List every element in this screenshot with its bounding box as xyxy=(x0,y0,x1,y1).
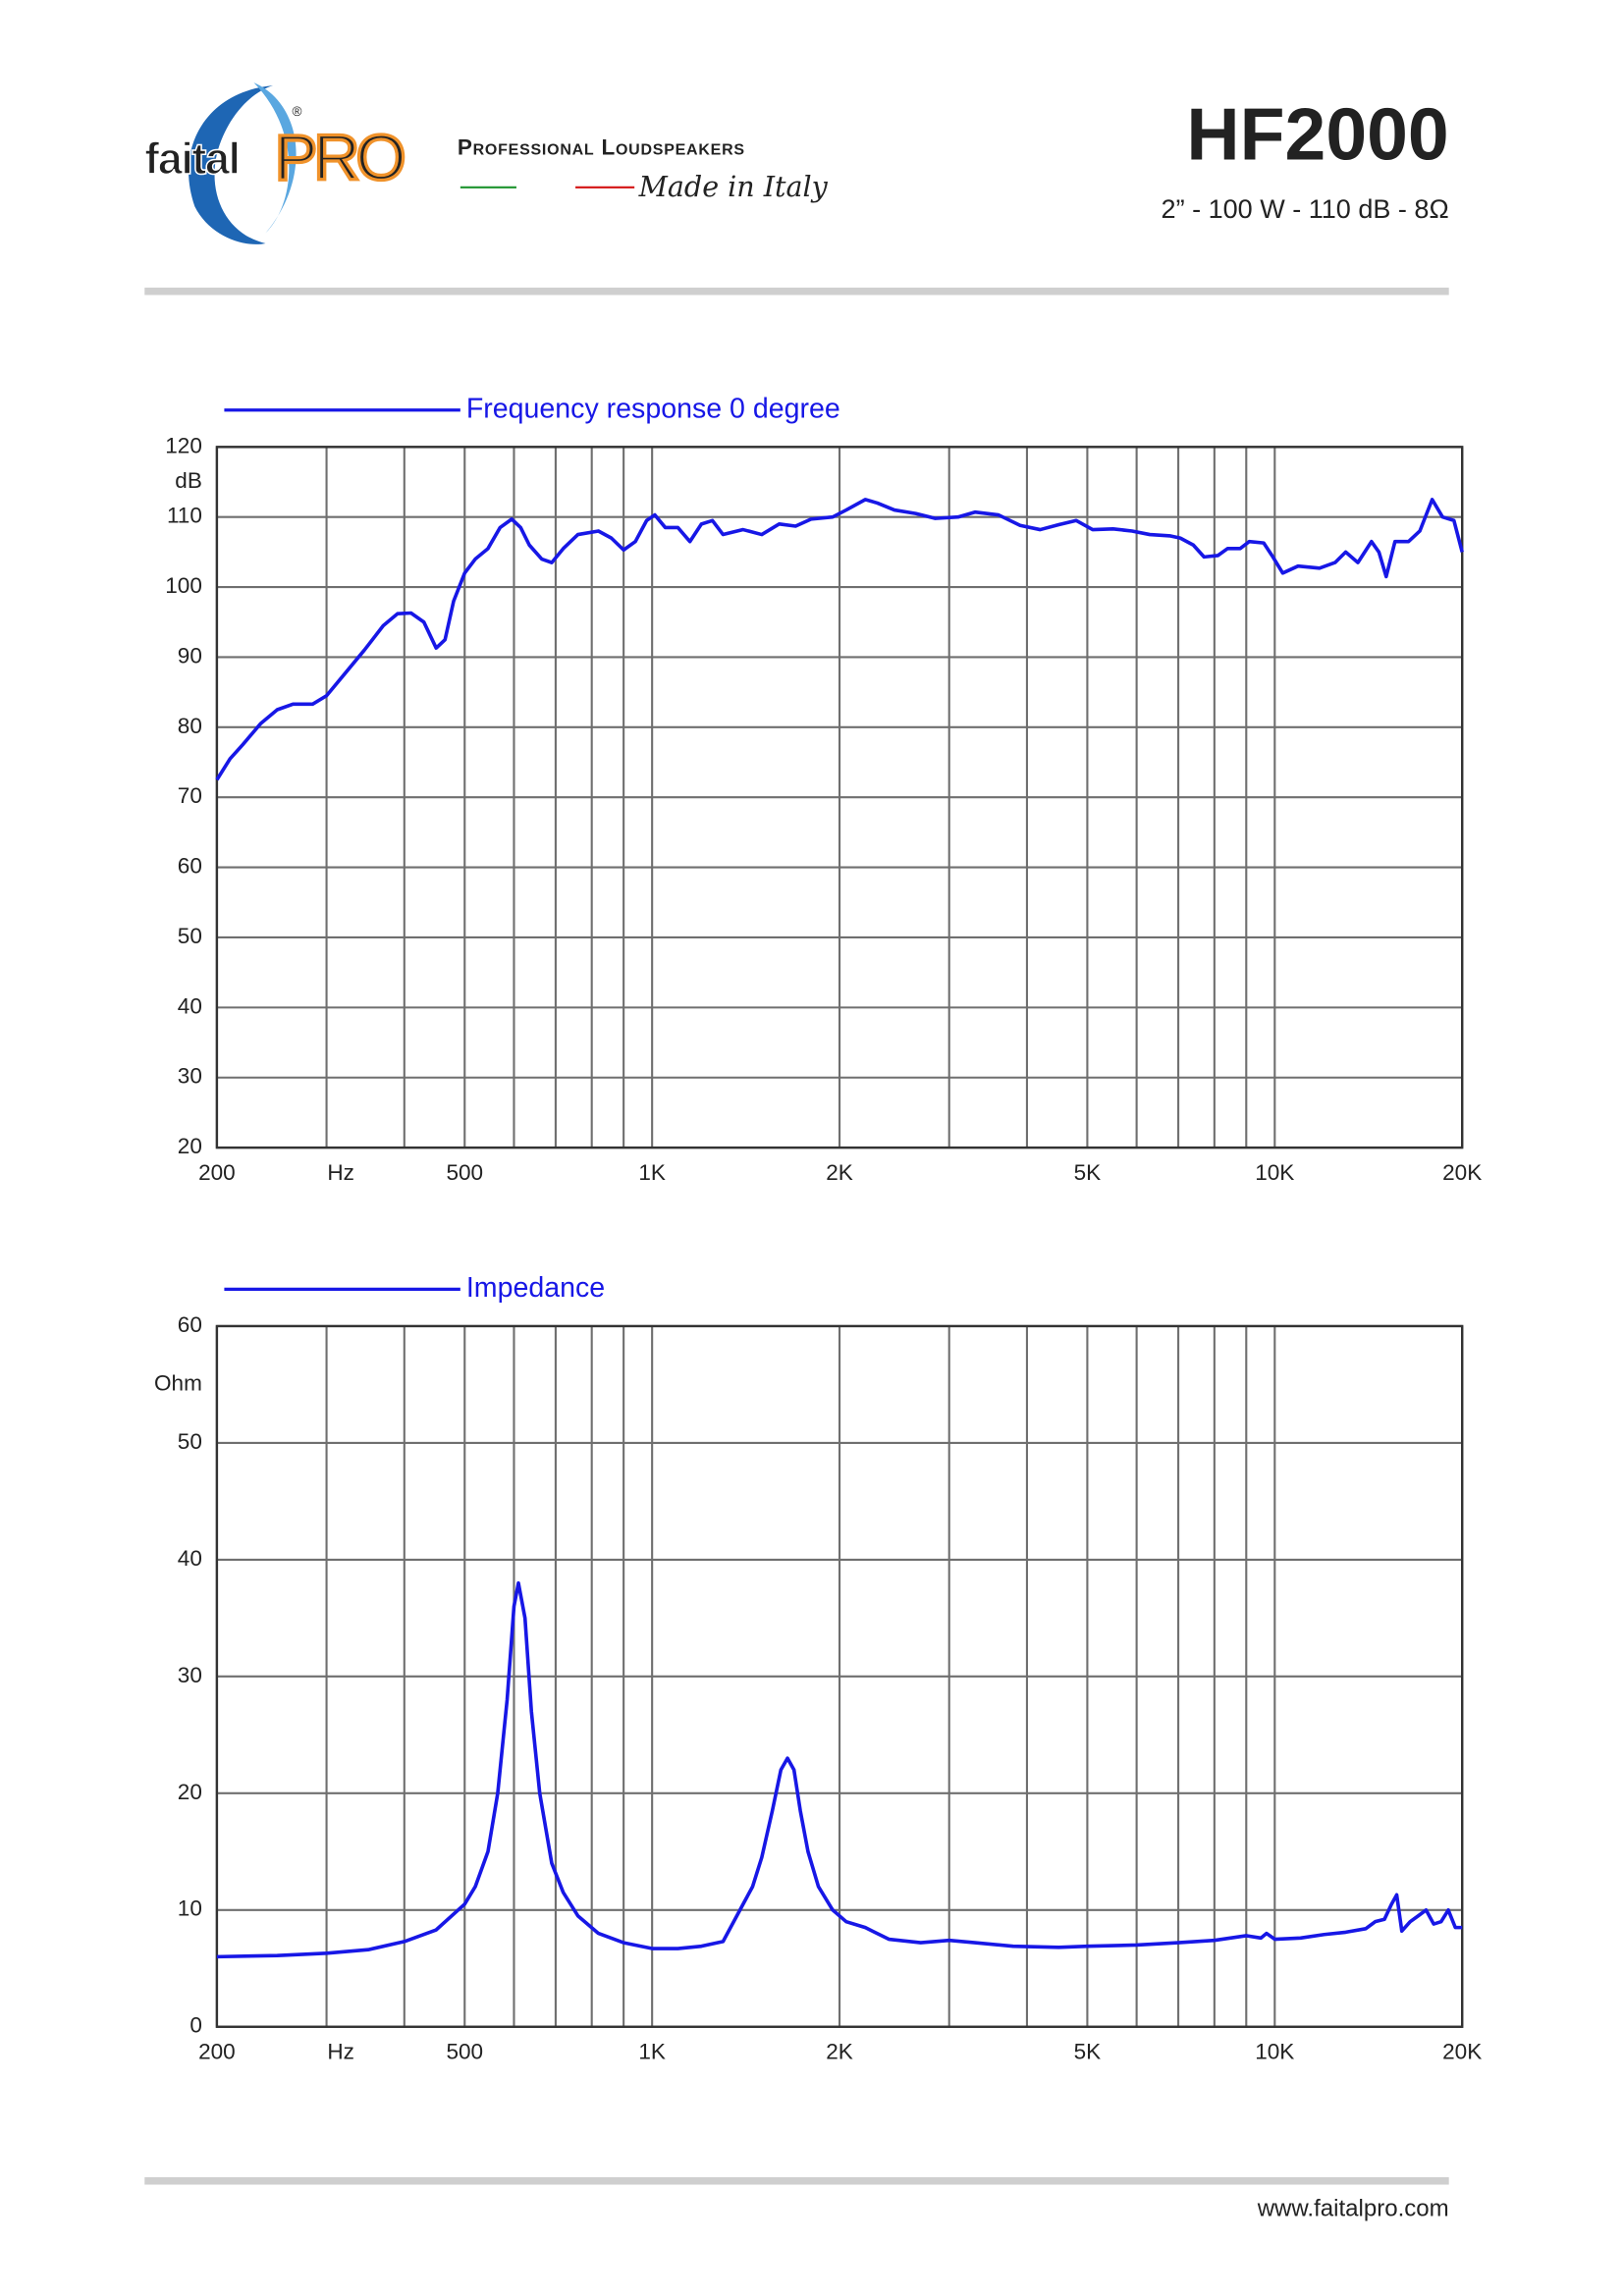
plot-frame xyxy=(215,446,1464,1149)
y-tick-label: 60 xyxy=(178,1312,202,1337)
tagline: Professional Loudspeakers xyxy=(458,135,745,160)
y-tick-label: 10 xyxy=(178,1896,202,1921)
y-tick-label: 100 xyxy=(165,573,202,598)
series-line xyxy=(216,1580,1463,1959)
y-tick-label: 50 xyxy=(178,1429,202,1454)
y-tick-label: 0 xyxy=(189,2013,202,2038)
y-tick-label: 60 xyxy=(178,854,202,879)
legend-label: Frequency response 0 degree xyxy=(466,393,840,424)
y-tick-label: 50 xyxy=(178,924,202,948)
y-tick-label: 80 xyxy=(178,714,202,738)
x-tick-label: 20K xyxy=(1442,1160,1482,1185)
chart: 0 10 20 30 40 50 60 200 500 1K 2K 5K 10K 20K Ohm Hz Impe… xyxy=(154,1272,1482,2064)
y-axis-label: Ohm xyxy=(154,1370,202,1395)
legend-label: Impedance xyxy=(466,1272,605,1304)
logo-pro: PRO xyxy=(275,122,405,194)
y-tick-label: 30 xyxy=(178,1064,202,1089)
logo-arc-light xyxy=(253,82,297,234)
logo-brand: faital xyxy=(144,133,239,184)
logo-registered: ® xyxy=(293,104,302,119)
y-tick-label: 120 xyxy=(165,433,202,457)
logo: faital PRO ® xyxy=(144,82,409,244)
footer-rule xyxy=(144,2177,1449,2185)
logo-arc xyxy=(189,85,274,244)
x-tick-label: 200 xyxy=(198,2040,236,2064)
series-line xyxy=(215,498,1464,781)
y-tick-label: 20 xyxy=(178,1134,202,1158)
made-in: Made in Italy xyxy=(638,170,829,203)
y-tick-label: 20 xyxy=(178,1780,202,1804)
y-tick-label: 30 xyxy=(178,1663,202,1687)
plot-frame xyxy=(215,1324,1464,2028)
y-tick-label: 40 xyxy=(178,1546,202,1571)
x-tick-label: 2K xyxy=(826,2040,853,2064)
x-tick-label: 10K xyxy=(1255,2040,1294,2064)
y-axis-label: dB xyxy=(175,468,202,493)
x-tick-label: 500 xyxy=(446,1160,483,1185)
x-tick-label: 200 xyxy=(198,1160,236,1185)
x-axis-label: Hz xyxy=(327,1160,354,1185)
x-axis-label: Hz xyxy=(327,2040,354,2064)
y-tick-label: 40 xyxy=(178,993,202,1018)
header-rule xyxy=(144,288,1449,295)
x-tick-label: 1K xyxy=(638,2040,666,2064)
x-tick-label: 5K xyxy=(1074,1160,1102,1185)
y-tick-label: 70 xyxy=(178,783,202,808)
x-tick-label: 2K xyxy=(826,1160,853,1185)
chart: 20 30 40 50 60 70 80 90 100 110 120 200 500 1K 2K 5K 10K… xyxy=(165,393,1482,1185)
x-tick-label: 500 xyxy=(446,2040,483,2064)
footer-url: www.faitalpro.com xyxy=(1257,2195,1449,2221)
specs: 2” - 100 W - 110 dB - 8Ω xyxy=(1162,194,1449,224)
model: HF2000 xyxy=(1186,93,1448,176)
x-tick-label: 1K xyxy=(638,1160,666,1185)
y-tick-label: 90 xyxy=(178,643,202,667)
x-tick-label: 5K xyxy=(1074,2040,1102,2064)
x-tick-label: 20K xyxy=(1442,2040,1482,2064)
x-tick-label: 10K xyxy=(1255,1160,1294,1185)
y-tick-label: 110 xyxy=(167,504,202,528)
